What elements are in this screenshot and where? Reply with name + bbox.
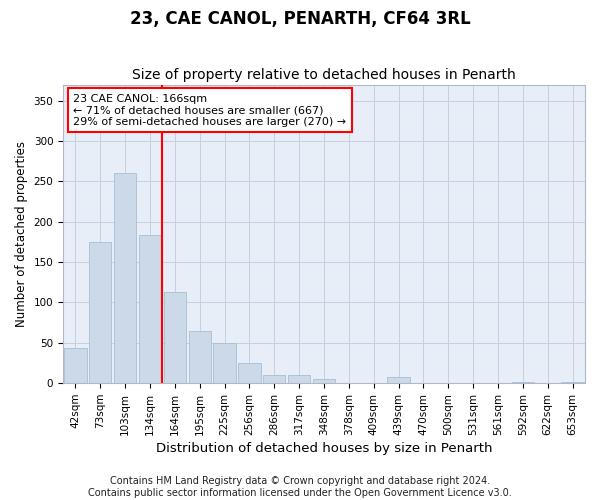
Bar: [89, 242, 112, 383]
Bar: [188, 330, 211, 383]
X-axis label: Distribution of detached houses by size in Penarth: Distribution of detached houses by size …: [156, 442, 492, 455]
Bar: [388, 377, 410, 383]
Bar: [288, 375, 310, 383]
Bar: [64, 348, 86, 383]
Bar: [114, 174, 136, 383]
Bar: [512, 382, 534, 383]
Text: 23 CAE CANOL: 166sqm
← 71% of detached houses are smaller (667)
29% of semi-deta: 23 CAE CANOL: 166sqm ← 71% of detached h…: [73, 94, 347, 126]
Title: Size of property relative to detached houses in Penarth: Size of property relative to detached ho…: [132, 68, 516, 82]
Text: 23, CAE CANOL, PENARTH, CF64 3RL: 23, CAE CANOL, PENARTH, CF64 3RL: [130, 10, 470, 28]
Bar: [263, 375, 286, 383]
Bar: [164, 292, 186, 383]
Bar: [139, 234, 161, 383]
Bar: [562, 382, 584, 383]
Text: Contains HM Land Registry data © Crown copyright and database right 2024.
Contai: Contains HM Land Registry data © Crown c…: [88, 476, 512, 498]
Bar: [313, 379, 335, 383]
Y-axis label: Number of detached properties: Number of detached properties: [15, 141, 28, 327]
Bar: [214, 343, 236, 383]
Bar: [238, 363, 260, 383]
